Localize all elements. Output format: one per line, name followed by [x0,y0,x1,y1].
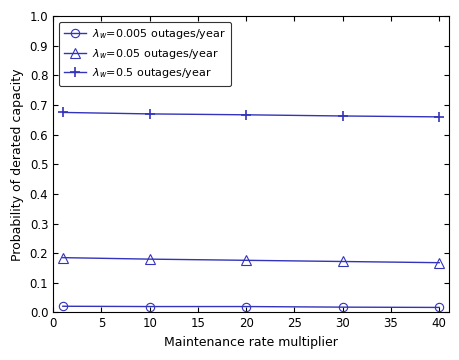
$\lambda_w$=0.5 outages/year [60,110,66,114]
Legend: $\lambda_w$=0.005 outages/year, $\lambda_w$=0.05 outages/year, $\lambda_w$=0.5 o: $\lambda_w$=0.005 outages/year, $\lambda… [59,22,231,86]
$\lambda_w$=0.005 outages/year [146,305,152,309]
$\lambda_w$=0.05 outages/year [243,258,248,262]
$\lambda_w$=0.05 outages/year [146,257,152,261]
Line: $\lambda_w$=0.05 outages/year: $\lambda_w$=0.05 outages/year [58,253,443,267]
Y-axis label: Probability of derated capacity: Probability of derated capacity [11,68,24,261]
$\lambda_w$=0.005 outages/year [243,305,248,309]
$\lambda_w$=0.05 outages/year [436,261,441,265]
$\lambda_w$=0.005 outages/year [436,305,441,310]
$\lambda_w$=0.005 outages/year [339,305,345,309]
$\lambda_w$=0.5 outages/year [146,112,152,116]
X-axis label: Maintenance rate multiplier: Maintenance rate multiplier [164,336,337,349]
$\lambda_w$=0.5 outages/year [339,114,345,118]
$\lambda_w$=0.5 outages/year [436,115,441,119]
$\lambda_w$=0.5 outages/year [243,113,248,117]
$\lambda_w$=0.005 outages/year [60,304,66,309]
Line: $\lambda_w$=0.005 outages/year: $\lambda_w$=0.005 outages/year [58,302,442,312]
$\lambda_w$=0.05 outages/year [339,259,345,264]
$\lambda_w$=0.05 outages/year [60,256,66,260]
Line: $\lambda_w$=0.5 outages/year: $\lambda_w$=0.5 outages/year [58,108,443,122]
